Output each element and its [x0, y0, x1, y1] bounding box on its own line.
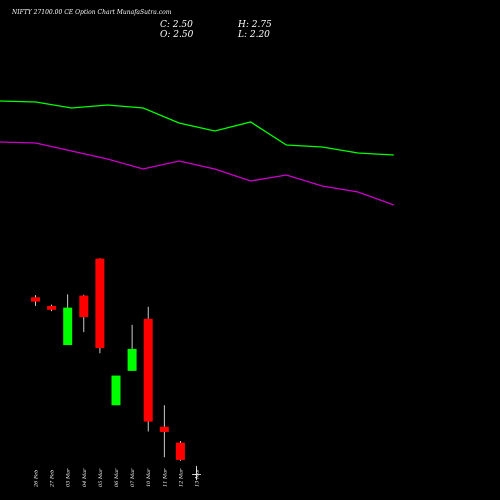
date-label: 07 Mar: [130, 468, 136, 487]
candle-1: [31, 295, 40, 306]
high-value: H: 2.75: [237, 20, 272, 30]
candle-3: [63, 294, 73, 346]
candle-body: [31, 297, 40, 302]
candle-2: [47, 304, 57, 312]
date-label: 05 Mar: [98, 468, 104, 487]
open-value: O: 2.50: [160, 30, 194, 40]
candle-body: [95, 258, 105, 349]
candle-body: [111, 375, 121, 406]
date-label: 13 Mar: [195, 468, 201, 487]
date-label: 27 Feb: [50, 470, 56, 488]
candle-body: [159, 426, 169, 432]
date-label: 12 Mar: [178, 468, 184, 487]
date-label: 10 Mar: [146, 468, 152, 487]
close-value: C: 2.50: [160, 20, 193, 30]
candle-body: [63, 307, 73, 346]
low-value: L: 2.20: [237, 30, 270, 40]
date-label: 26 Feb: [34, 470, 40, 488]
candle-body: [175, 442, 185, 460]
candle-body: [143, 318, 153, 422]
candle-6: [111, 375, 121, 406]
date-label: 04 Mar: [82, 468, 88, 487]
candle-body: [127, 348, 137, 371]
candle-body: [47, 305, 57, 310]
candle-body: [79, 295, 89, 318]
candle-10: [175, 440, 185, 461]
date-label: 11 Mar: [162, 468, 168, 487]
candle-7: [127, 324, 137, 371]
candlestick-series: [31, 258, 201, 481]
date-label: 03 Mar: [66, 468, 72, 487]
indicator-line-2: [0, 141, 395, 206]
indicator-line-1: [0, 100, 394, 156]
chart-title: NIFTY 27100.00 CE Option Chart MunafaSut…: [11, 9, 172, 16]
candle-9: [159, 405, 169, 458]
candle-11: [192, 465, 201, 481]
indicator-lines: [0, 100, 395, 206]
date-axis-labels: 26 Feb 27 Feb 03 Mar 04 Mar 05 Mar 06 Mar 07 M…: [34, 468, 201, 488]
candle-4: [79, 294, 89, 333]
date-label: 06 Mar: [114, 468, 120, 487]
candle-8: [143, 306, 153, 432]
candle-5: [95, 258, 105, 354]
